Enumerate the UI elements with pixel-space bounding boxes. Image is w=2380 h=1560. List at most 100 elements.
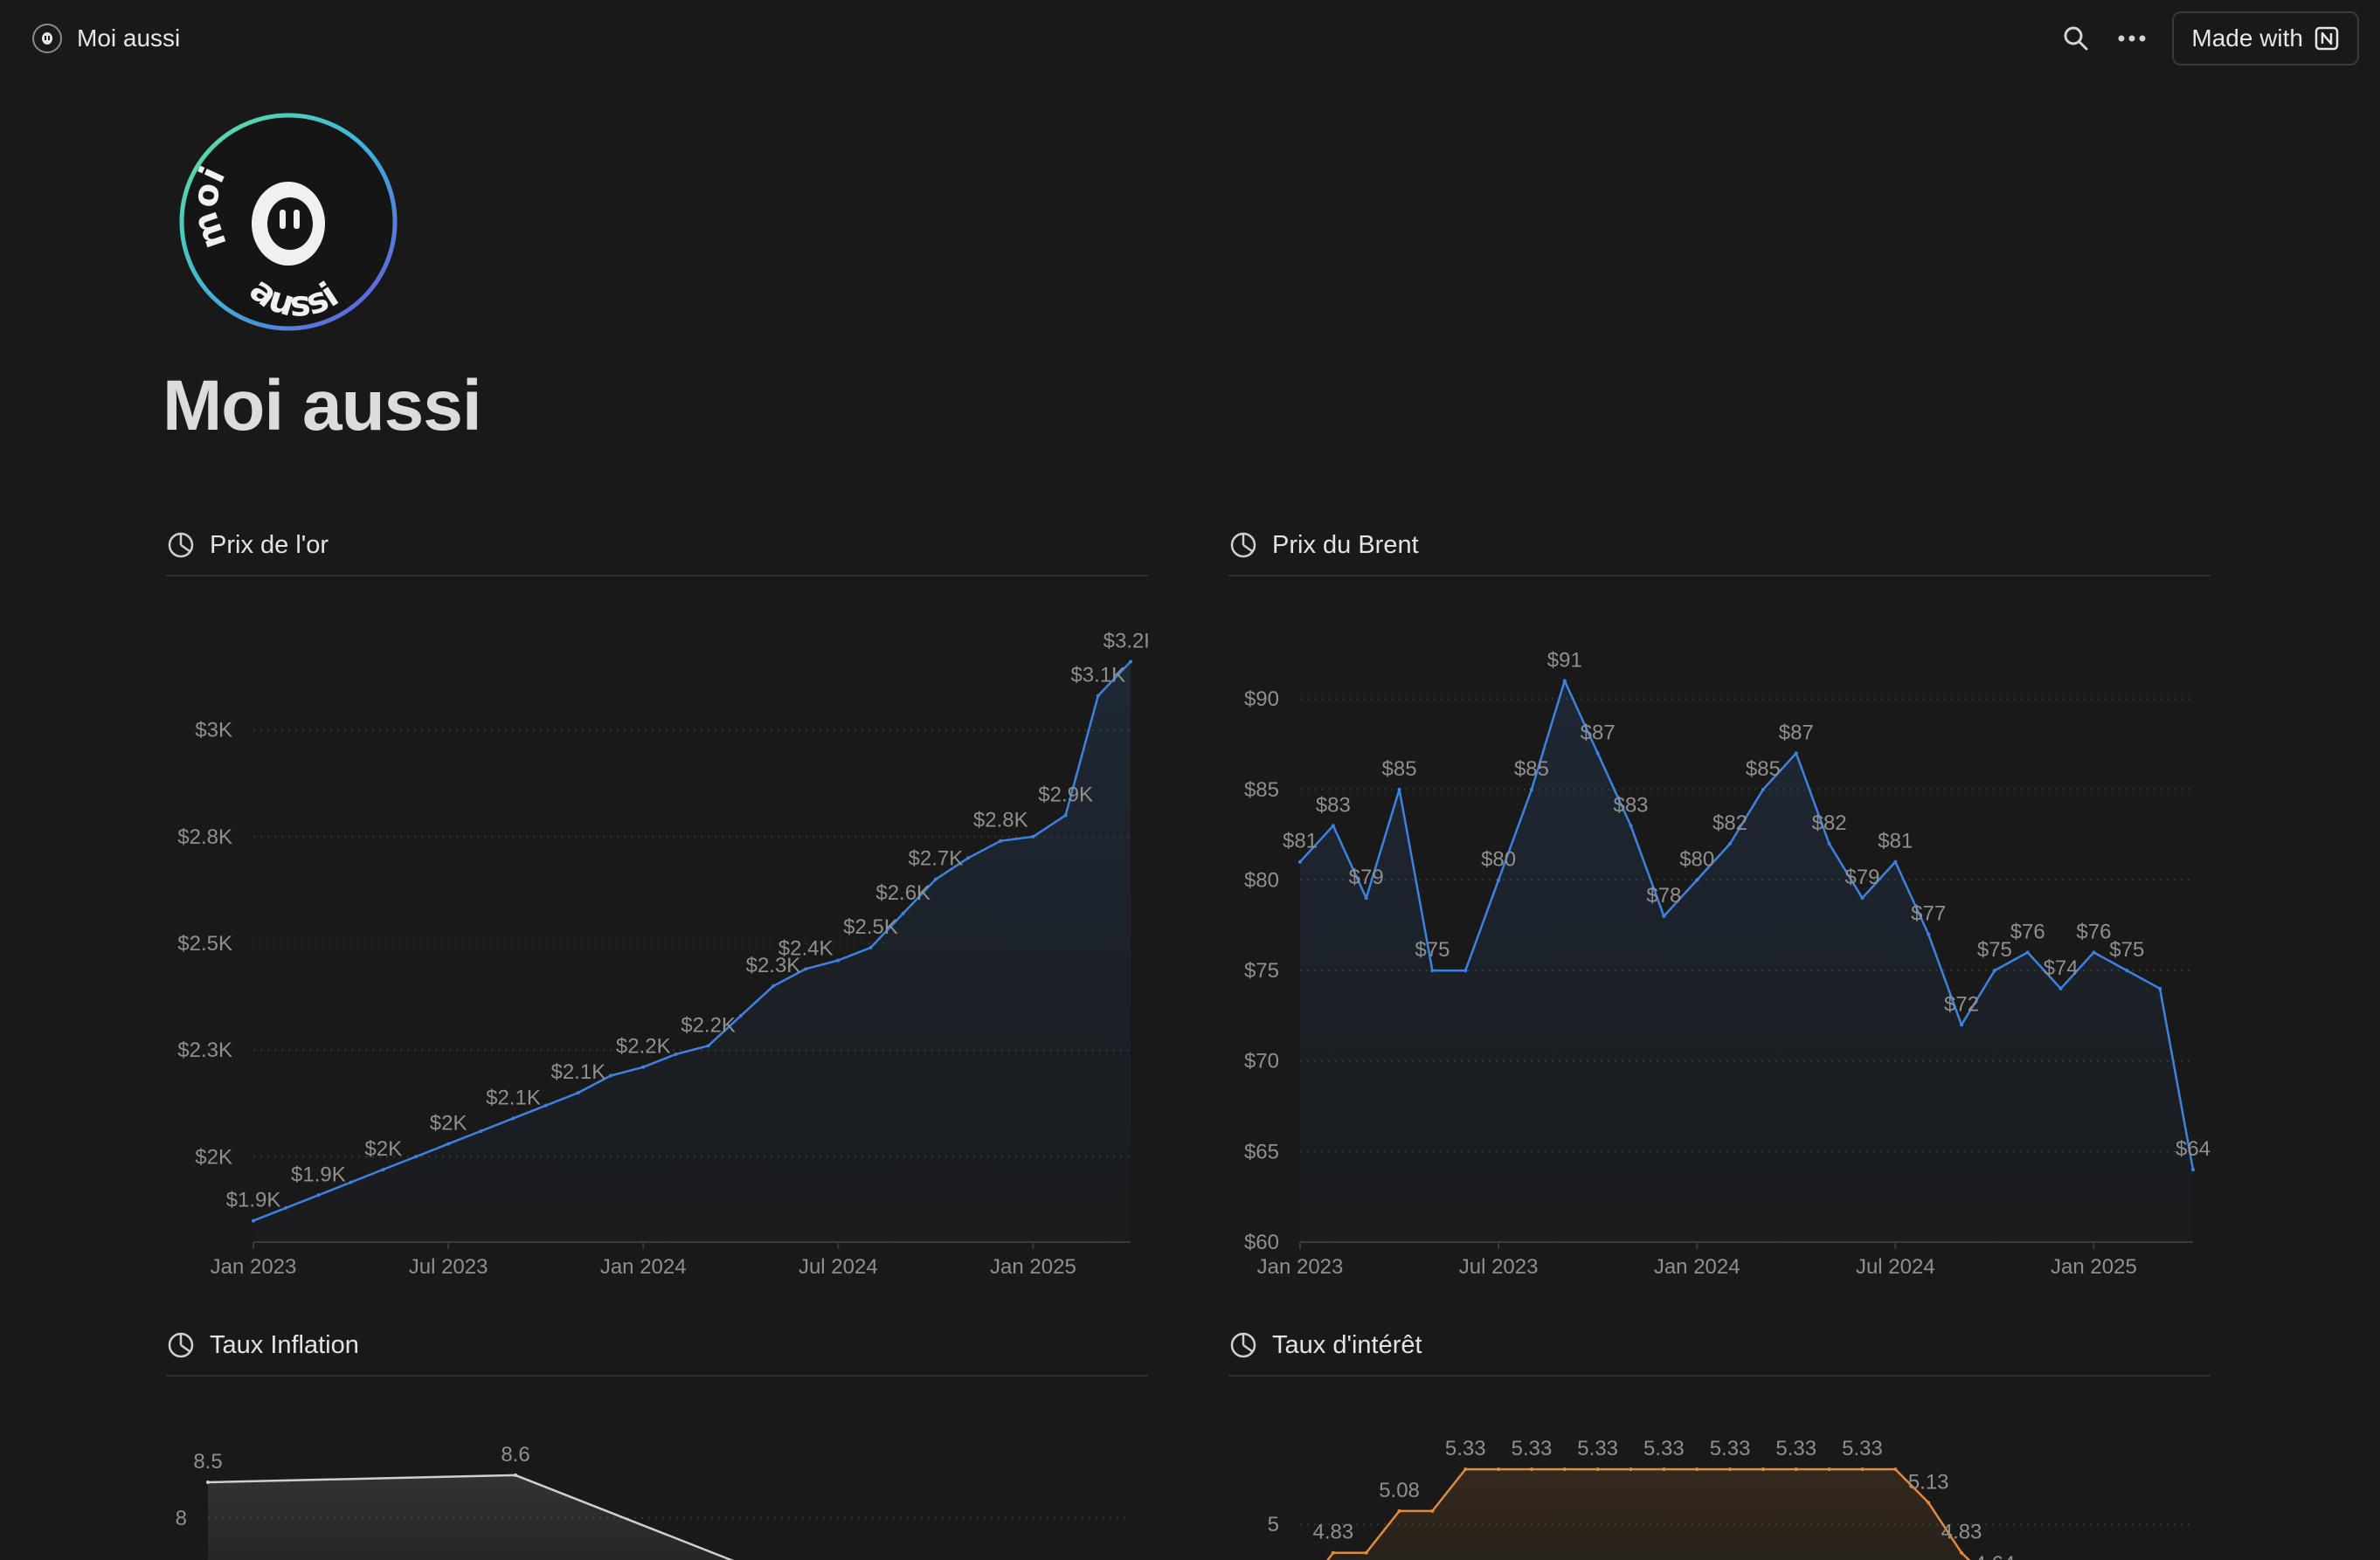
y-tick-label: 5 xyxy=(1268,1513,1279,1536)
data-label: $1.9K xyxy=(291,1163,346,1186)
data-point xyxy=(1430,969,1435,973)
data-label: 5.33 xyxy=(1842,1437,1883,1460)
pie-chart-icon xyxy=(1230,1332,1256,1358)
data-label: 5.33 xyxy=(1710,1437,1751,1460)
data-point xyxy=(1063,813,1068,818)
chart-header-inflation[interactable]: Taux Inflation xyxy=(166,1315,1148,1377)
data-label: $3.1K xyxy=(1070,664,1125,687)
data-point xyxy=(999,839,1003,843)
chart-header-brent[interactable]: Prix du Brent xyxy=(1228,515,2210,576)
data-label: 8.6 xyxy=(501,1443,529,1467)
series-line xyxy=(253,660,1131,1222)
data-point xyxy=(1927,932,1931,936)
y-tick-label: $65 xyxy=(1244,1140,1279,1163)
series-line xyxy=(1326,1467,1971,1560)
page-title: Moi aussi xyxy=(163,366,482,445)
page-logo-icon xyxy=(32,24,62,53)
data-point xyxy=(1827,842,1831,846)
search-icon[interactable] xyxy=(2060,23,2092,54)
data-point xyxy=(2025,950,2030,955)
data-point xyxy=(1595,1467,1600,1472)
data-label: $3.2K xyxy=(1104,630,1148,653)
inflation-rate-chart[interactable]: 88.58.66.97 xyxy=(166,1398,1148,1560)
data-point xyxy=(349,1180,353,1184)
data-label: $79 xyxy=(1349,866,1384,889)
data-label: $2K xyxy=(430,1112,467,1135)
data-label: 5.33 xyxy=(1577,1437,1618,1460)
data-label: $81 xyxy=(1878,830,1913,853)
data-label: $75 xyxy=(1415,938,1449,962)
x-tick-label: Jan 2024 xyxy=(600,1255,687,1279)
data-label: $75 xyxy=(1977,938,2012,962)
data-point xyxy=(674,1053,678,1057)
data-point xyxy=(2191,1168,2195,1172)
x-tick-label: Jan 2023 xyxy=(1257,1255,1344,1279)
y-tick-label: $80 xyxy=(1244,868,1279,892)
chart-title-gold: Prix de l'or xyxy=(210,530,329,559)
x-tick-label: Jul 2023 xyxy=(409,1255,488,1279)
data-point xyxy=(252,1218,255,1223)
data-point xyxy=(284,1205,288,1210)
data-label: $83 xyxy=(1316,793,1351,817)
data-point xyxy=(413,1155,418,1159)
data-point xyxy=(2092,950,2096,955)
data-point xyxy=(1960,1023,1964,1027)
data-label: $2.1K xyxy=(486,1086,541,1109)
data-point xyxy=(1794,751,1798,756)
data-point xyxy=(1860,896,1865,901)
data-point xyxy=(1927,1501,1931,1505)
brent-price-chart[interactable]: $60 $65 $70 $75 $80 $85 $90 Jan 2023 Jul 2023 Jan… xyxy=(1228,594,2210,1293)
moi-aussi-logo-icon: moi aussi xyxy=(179,113,398,331)
data-label: $87 xyxy=(1779,721,1814,744)
data-label: $85 xyxy=(1746,757,1781,781)
data-point xyxy=(1430,1508,1435,1513)
data-label: $79 xyxy=(1844,866,1879,889)
data-point xyxy=(1893,1467,1898,1472)
data-label: $2.1K xyxy=(550,1060,605,1084)
data-point xyxy=(1761,787,1765,791)
data-label: 5.13 xyxy=(1908,1470,1949,1494)
data-point xyxy=(543,1103,548,1108)
more-icon[interactable] xyxy=(2116,23,2148,54)
data-point xyxy=(1331,824,1335,828)
interest-rate-chart[interactable]: 54.574.835.085.335.335.335.335.335.335.3… xyxy=(1228,1398,2210,1560)
data-point xyxy=(316,1193,321,1198)
breadcrumb[interactable]: Moi aussi xyxy=(31,19,180,58)
y-tick-label: $85 xyxy=(1244,778,1279,802)
data-label: $2.7K xyxy=(909,847,964,871)
x-tick-label: Jul 2023 xyxy=(1459,1255,1539,1279)
data-label: $80 xyxy=(1481,847,1516,871)
y-tick-label: 8 xyxy=(176,1507,187,1530)
data-point xyxy=(1562,679,1567,683)
chart-header-rates[interactable]: Taux d'intérêt xyxy=(1228,1315,2210,1377)
data-point xyxy=(1529,1467,1533,1472)
x-tick-label: Jul 2024 xyxy=(799,1255,878,1279)
data-label: 5.33 xyxy=(1775,1437,1816,1460)
data-label: $85 xyxy=(1382,757,1417,781)
data-point xyxy=(836,958,841,963)
data-point xyxy=(479,1129,483,1133)
data-point xyxy=(511,1116,515,1121)
gold-price-chart[interactable]: $2K $2.3K $2.5K $2.8K $3K Jan 2023 Jul 2023 Jan… xyxy=(166,594,1148,1293)
data-label: $64 xyxy=(2176,1137,2210,1161)
notion-logo-icon xyxy=(2314,26,2339,51)
chart-header-gold[interactable]: Prix de l'or xyxy=(166,515,1148,576)
data-point xyxy=(1497,1467,1501,1472)
data-label: $82 xyxy=(1712,811,1747,835)
y-tick-label: $60 xyxy=(1244,1231,1279,1254)
data-label: $2K xyxy=(364,1137,402,1161)
data-point xyxy=(1695,878,1699,882)
data-label: 7 xyxy=(1124,1557,1136,1560)
pie-chart-icon xyxy=(168,532,194,558)
data-label: $87 xyxy=(1581,721,1615,744)
data-label: $75 xyxy=(2109,938,2144,962)
pie-chart-icon xyxy=(168,1332,194,1358)
y-tick-label: $2K xyxy=(195,1145,232,1169)
y-tick-label: $90 xyxy=(1244,687,1279,711)
data-label: $74 xyxy=(2044,956,2079,980)
data-label: $72 xyxy=(1944,992,1979,1016)
made-with-notion-button[interactable]: Made with xyxy=(2172,11,2359,66)
data-point xyxy=(2058,986,2063,991)
data-label: $76 xyxy=(2076,920,2111,943)
data-point xyxy=(1397,787,1401,791)
